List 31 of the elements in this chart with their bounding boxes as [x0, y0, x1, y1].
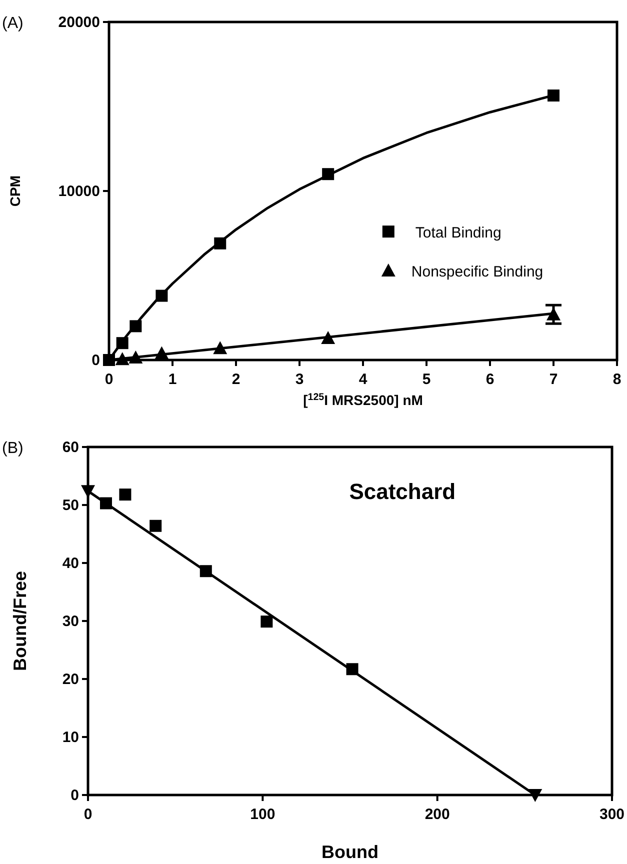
y-axis-title: CPM: [7, 175, 23, 207]
y-tick-label: 20: [62, 671, 79, 688]
y-tick-label: 40: [62, 555, 79, 572]
legend-label: Total Binding: [415, 224, 502, 242]
x-tick-label: 5: [422, 371, 431, 388]
y-tick-label: 50: [62, 497, 79, 514]
text: (A): [2, 15, 24, 32]
x-tick-label: 3: [295, 371, 304, 388]
legend-label: Nonspecific Binding: [411, 264, 544, 281]
annotation: Scatchard: [349, 479, 456, 504]
y-tick-label: 0: [92, 352, 100, 369]
x-axis-title: [$^{125}$I MRS2500] nM: [303, 392, 423, 408]
y-axis-title: Bound/Free: [10, 570, 30, 672]
x-tick-label: 6: [486, 371, 494, 388]
y-tick-label: 10: [62, 729, 79, 746]
x-tick-label: 200: [424, 806, 450, 823]
y-tick-label: 60: [62, 439, 79, 456]
y-tick-label: 20000: [58, 14, 100, 31]
x-tick-label: 100: [250, 806, 276, 823]
x-tick-label: 1: [168, 371, 177, 388]
y-tick-label: 10000: [58, 183, 100, 200]
x-tick-label: 0: [104, 371, 114, 388]
y-tick-label: 30: [62, 613, 79, 630]
y-tick-label: 0: [70, 787, 79, 804]
x-tick-label: 8: [612, 371, 622, 388]
x-tick-label: 2: [232, 371, 240, 388]
x-axis-title: Bound: [322, 842, 378, 862]
x-tick-label: 4: [358, 371, 368, 388]
x-tick-label: 300: [599, 806, 625, 823]
text: (B): [2, 440, 24, 457]
x-tick-label: 7: [549, 371, 558, 388]
